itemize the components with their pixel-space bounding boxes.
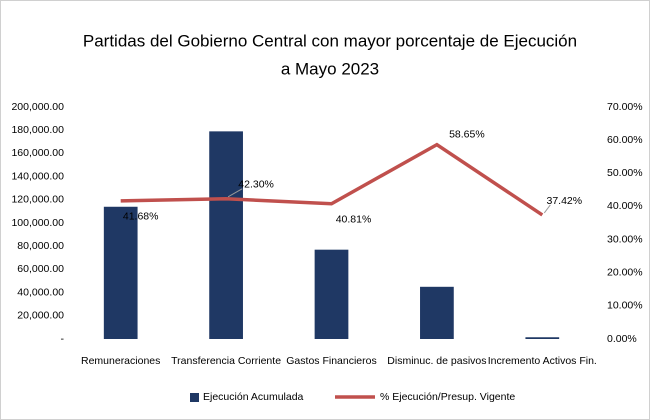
x-tick-label: Incremento Activos Fin. — [488, 355, 597, 367]
bar — [420, 286, 454, 339]
y-tick-label: 160,000.00 — [11, 147, 64, 159]
y-tick-label: - — [61, 333, 65, 345]
data-label: 41.68% — [123, 211, 159, 223]
y-tick-label: 180,000.00 — [11, 124, 64, 136]
data-label: 37.42% — [546, 195, 582, 207]
leader-line — [543, 204, 551, 214]
bar — [103, 206, 138, 339]
y2-tick-label: 30.00% — [607, 233, 643, 245]
leader-line — [227, 188, 243, 198]
bar — [314, 249, 349, 339]
bar — [209, 131, 243, 339]
y-tick-label: 200,000.00 — [11, 101, 64, 113]
y-tick-label: 120,000.00 — [11, 194, 64, 206]
x-tick-label: Disminuc. de pasivos — [387, 355, 486, 367]
chart-title: Partidas del Gobierno Central con mayor … — [83, 31, 577, 50]
chart-title: a Mayo 2023 — [281, 59, 379, 78]
legend-label: Ejecución Acumulada — [203, 391, 304, 403]
bar — [525, 337, 560, 339]
y2-tick-label: 10.00% — [607, 300, 643, 312]
y-tick-label: 80,000.00 — [17, 240, 64, 252]
data-label: 42.30% — [238, 179, 274, 191]
y2-tick-label: 20.00% — [607, 266, 643, 278]
y2-tick-label: 60.00% — [607, 134, 643, 146]
y-tick-label: 20,000.00 — [17, 310, 64, 322]
y2-tick-label: 40.00% — [607, 200, 643, 212]
y-tick-label: 140,000.00 — [11, 170, 64, 182]
y-tick-label: 60,000.00 — [17, 263, 64, 275]
x-tick-label: Transferencia Corriente — [171, 355, 281, 367]
data-label: 58.65% — [449, 128, 485, 140]
legend-swatch — [190, 393, 199, 402]
data-label: 40.81% — [336, 214, 372, 226]
y2-tick-label: 70.00% — [607, 101, 643, 113]
x-tick-label: Gastos Financieros — [286, 355, 376, 367]
legend-label: % Ejecución/Presup. Vigente — [380, 391, 515, 403]
y2-tick-label: 50.00% — [607, 167, 643, 179]
y-tick-label: 100,000.00 — [11, 217, 64, 229]
y2-tick-label: 0.00% — [607, 333, 637, 345]
y-tick-label: 40,000.00 — [17, 286, 64, 298]
line — [120, 142, 544, 217]
x-tick-label: Remuneraciones — [81, 355, 160, 367]
